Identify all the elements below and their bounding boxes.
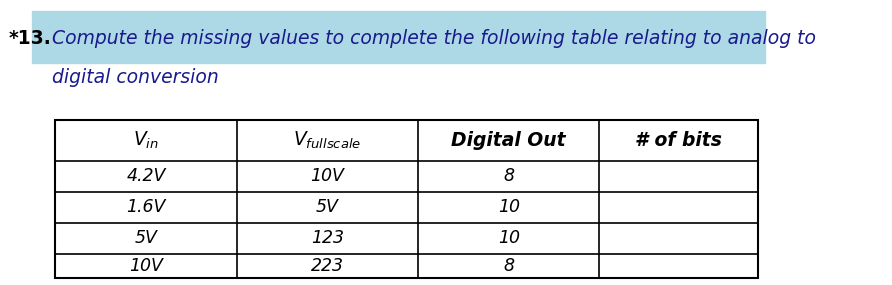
Text: 5V: 5V xyxy=(316,198,339,216)
Text: 8: 8 xyxy=(503,167,514,185)
Text: 10: 10 xyxy=(498,198,520,216)
Text: 1.6V: 1.6V xyxy=(127,198,166,216)
Text: 10: 10 xyxy=(498,229,520,247)
Text: Compute the missing values to complete the following table relating to analog to: Compute the missing values to complete t… xyxy=(52,28,815,48)
Text: # of bits: # of bits xyxy=(635,131,722,150)
Text: $V_{in}$: $V_{in}$ xyxy=(133,130,159,151)
Text: 123: 123 xyxy=(311,229,344,247)
FancyBboxPatch shape xyxy=(32,11,765,64)
Text: 10V: 10V xyxy=(310,167,344,185)
Text: digital conversion: digital conversion xyxy=(52,68,219,87)
FancyBboxPatch shape xyxy=(55,120,757,278)
Text: 8: 8 xyxy=(503,257,514,275)
Text: Digital Out: Digital Out xyxy=(451,131,566,150)
Text: 223: 223 xyxy=(311,257,344,275)
Text: $V_{fullscale}$: $V_{fullscale}$ xyxy=(293,130,361,151)
Text: 4.2V: 4.2V xyxy=(127,167,166,185)
Text: 10V: 10V xyxy=(129,257,163,275)
Text: 5V: 5V xyxy=(135,229,158,247)
Text: *13.: *13. xyxy=(9,28,52,48)
